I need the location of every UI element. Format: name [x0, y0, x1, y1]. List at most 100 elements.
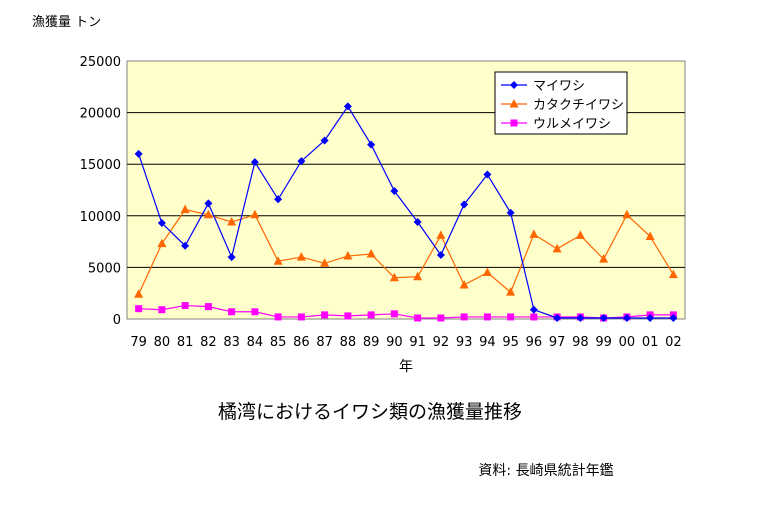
legend-marker [509, 99, 519, 108]
x-tick-label: 97 [549, 335, 566, 350]
data-point [343, 102, 352, 111]
x-tick-label: 95 [502, 335, 519, 350]
data-point [668, 269, 678, 279]
data-point [181, 302, 189, 310]
data-point [575, 230, 585, 239]
data-point [320, 258, 330, 267]
y-axis-title: 漁獲量 トン [32, 15, 101, 30]
data-point [482, 267, 492, 277]
series-layer [134, 102, 678, 322]
x-tick-label: 90 [386, 335, 403, 350]
legend-label: カタクチイワシ [533, 98, 624, 113]
data-point [390, 187, 399, 196]
data-point [529, 305, 538, 314]
y-tick-label: 25000 [80, 55, 121, 70]
x-tick-label: 84 [247, 335, 264, 350]
data-point [251, 308, 259, 316]
x-tick-label: 91 [409, 335, 426, 350]
x-tick-label: 87 [316, 335, 333, 350]
data-point [135, 305, 143, 313]
series-1 [134, 102, 678, 322]
x-axis-ticks: 79 80 81 82 83 84 85 86 87 88 89 90 91 92 93 94 95 96 97 98… [130, 335, 681, 350]
data-point [274, 313, 282, 321]
x-tick-label: 86 [293, 335, 310, 350]
data-point [553, 313, 562, 322]
data-point [506, 208, 515, 217]
x-tick-label: 89 [363, 335, 380, 350]
legend-label: ウルメイワシ [533, 117, 611, 132]
x-tick-label: 99 [595, 335, 612, 350]
data-point [274, 195, 283, 204]
x-tick-label: 98 [572, 335, 589, 350]
x-tick-label: 82 [200, 335, 217, 350]
data-point [483, 313, 491, 321]
data-point [437, 314, 445, 322]
data-point [460, 200, 469, 209]
data-point [181, 241, 190, 250]
legend-label: マイワシ [533, 79, 585, 94]
data-point [204, 199, 213, 208]
x-tick-label: 93 [456, 335, 473, 350]
x-axis-title: 年 [399, 359, 413, 375]
data-point [530, 313, 538, 321]
data-point [180, 204, 190, 214]
data-point [296, 252, 306, 261]
data-point [622, 209, 632, 219]
data-point [646, 313, 655, 322]
y-tick-label: 10000 [80, 210, 121, 225]
data-point [529, 229, 539, 238]
data-point [228, 308, 236, 316]
x-tick-label: 02 [665, 335, 682, 350]
source-note: 資料: 長崎県統計年鑑 [478, 462, 613, 479]
series-line [138, 304, 674, 319]
data-point [250, 209, 260, 219]
data-point [297, 313, 305, 321]
data-point [157, 219, 166, 228]
y-tick-label: 20000 [80, 107, 121, 122]
legend-marker [510, 81, 518, 89]
x-tick-label: 83 [223, 335, 240, 350]
data-point [134, 149, 143, 158]
x-tick-label: 96 [526, 335, 543, 350]
x-tick-label: 01 [642, 335, 659, 350]
legend-item: マイワシ [501, 79, 585, 94]
legend-item: カタクチイワシ [501, 98, 624, 113]
y-tick-label: 15000 [80, 158, 121, 173]
data-point [343, 251, 353, 260]
data-point [203, 209, 213, 219]
y-tick-label: 0 [113, 313, 121, 328]
data-point [227, 253, 236, 262]
x-tick-label: 94 [479, 335, 496, 350]
data-point [414, 314, 422, 322]
x-tick-label: 80 [154, 335, 171, 350]
data-point [321, 311, 329, 319]
data-point [436, 251, 445, 260]
data-point [389, 272, 399, 282]
data-point [669, 313, 678, 322]
data-point [413, 217, 422, 226]
data-point [436, 230, 446, 239]
chart-title: 橘湾におけるイワシ類の漁獲量推移 [218, 401, 522, 423]
series-line [138, 208, 674, 295]
data-point [459, 279, 469, 289]
data-point [460, 313, 468, 321]
data-point [413, 271, 423, 281]
data-point [576, 313, 585, 322]
data-point [273, 256, 283, 265]
y-tick-label: 5000 [88, 261, 121, 276]
data-point [483, 170, 492, 179]
data-point [507, 313, 515, 321]
x-tick-label: 85 [270, 335, 287, 350]
data-point [344, 312, 352, 320]
data-point [204, 303, 212, 311]
data-point [599, 254, 609, 263]
data-point [645, 231, 655, 240]
data-point [250, 158, 259, 167]
data-point [297, 157, 306, 166]
data-point [367, 311, 375, 319]
x-tick-label: 00 [619, 335, 636, 350]
x-tick-label: 88 [340, 335, 357, 350]
